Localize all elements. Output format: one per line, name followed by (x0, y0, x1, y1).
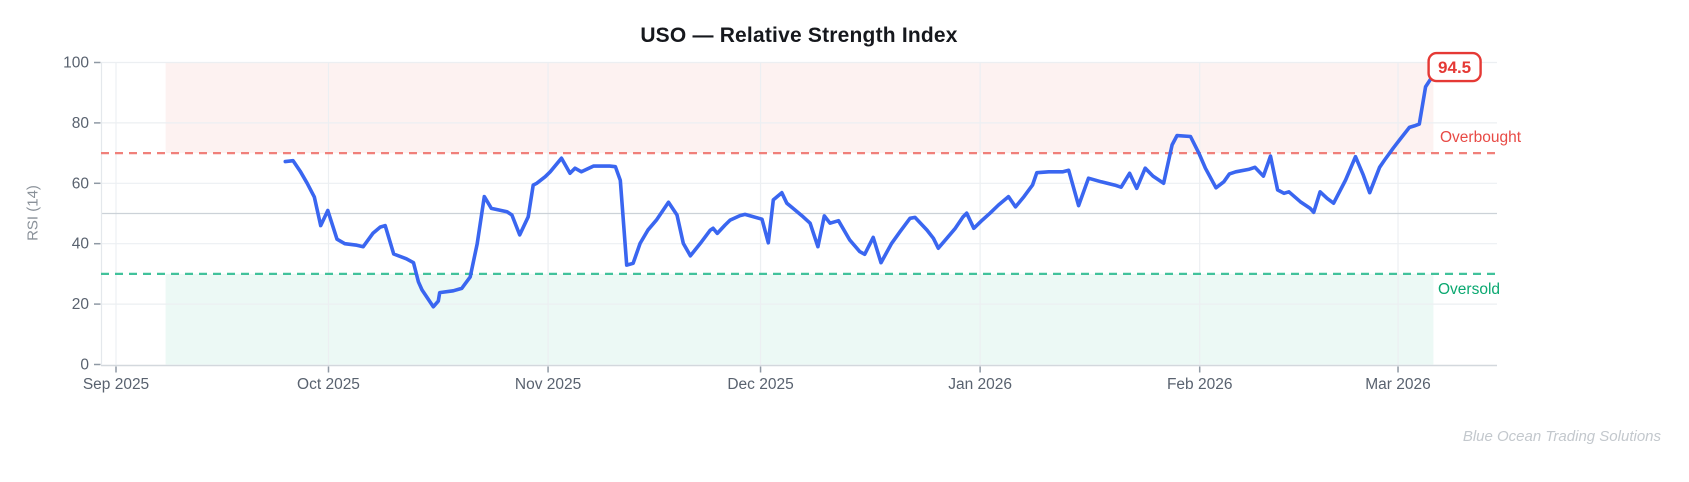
y-tick-label: 0 (80, 357, 89, 374)
last-value-badge (1427, 51, 1482, 83)
chart-title: USO — Relative Strength Index (640, 24, 958, 47)
x-tick-label: Mar 2026 (1365, 376, 1430, 393)
x-tick-label: Oct 2025 (297, 376, 360, 393)
y-tick-label: 60 (72, 175, 90, 192)
watermark: Blue Ocean Trading Solutions (1462, 428, 1661, 445)
y-tick-label: 80 (72, 115, 90, 132)
y-tick-label: 100 (63, 55, 89, 72)
overbought-label: Overbought (1440, 129, 1522, 146)
y-tick-label: 20 (72, 296, 90, 313)
x-tick-label: Nov 2025 (515, 376, 581, 393)
rsi-line (283, 77, 1433, 309)
x-tick-label: Sep 2025 (83, 376, 149, 393)
x-tick-label: Jan 2026 (948, 376, 1012, 393)
last-value-text: 94.5 (1438, 58, 1471, 77)
y-tick-label: 40 (72, 236, 90, 253)
oversold-label: Oversold (1438, 281, 1500, 298)
y-axis-title: RSI (14) (24, 185, 42, 241)
x-tick-label: Dec 2025 (727, 376, 793, 393)
oversold-band (165, 273, 1434, 365)
overbought-band (165, 62, 1434, 154)
x-tick-label: Feb 2026 (1167, 376, 1233, 393)
